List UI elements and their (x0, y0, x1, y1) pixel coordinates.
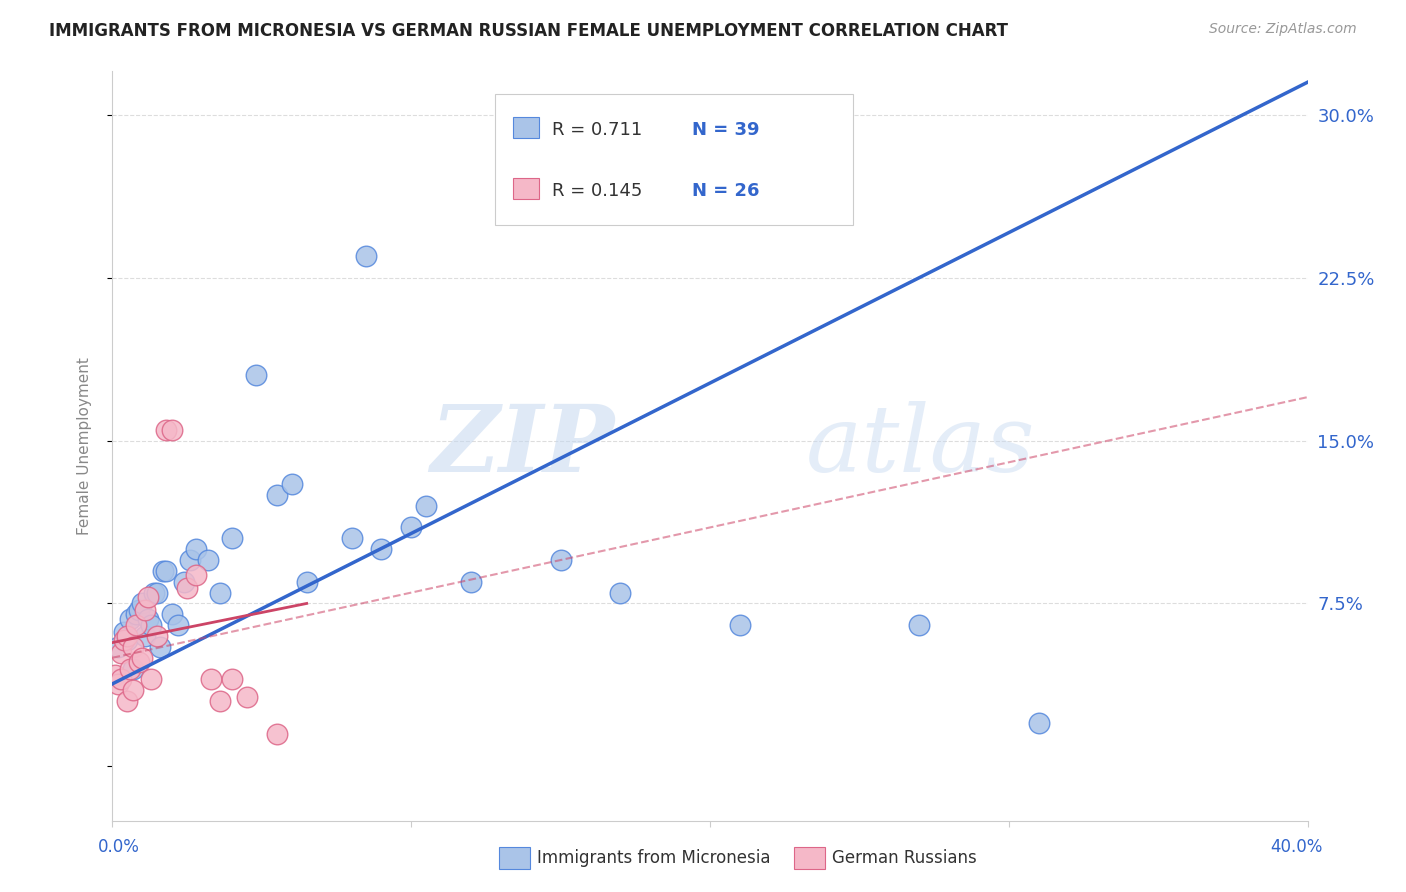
Point (401, 520, 423, 534)
Point (122, 640, 145, 654)
Text: N = 26: N = 26 (692, 182, 759, 200)
Text: 0.0%: 0.0% (97, 838, 139, 856)
Text: R = 0.711: R = 0.711 (553, 120, 643, 139)
Point (125, 618, 148, 632)
Text: N = 39: N = 39 (692, 120, 759, 139)
Point (138, 612, 160, 626)
FancyBboxPatch shape (495, 94, 853, 225)
Point (167, 618, 190, 632)
Point (266, 488, 288, 502)
Point (117, 633, 139, 648)
Point (120, 612, 142, 626)
Point (134, 603, 156, 617)
Point (179, 553, 201, 567)
Point (209, 585, 232, 599)
Point (141, 618, 163, 632)
Point (209, 694, 232, 708)
Point (221, 531, 243, 545)
Point (152, 564, 174, 578)
Y-axis label: Female Unemployment: Female Unemployment (77, 357, 91, 535)
Point (131, 650, 153, 665)
Point (200, 673, 222, 687)
FancyBboxPatch shape (513, 117, 538, 138)
Point (415, 499, 437, 513)
Point (131, 597, 153, 611)
Point (141, 673, 163, 687)
Point (236, 690, 259, 704)
Point (176, 581, 198, 595)
Point (107, 640, 129, 654)
Text: ZIP: ZIP (430, 401, 614, 491)
Text: Immigrants from Micronesia: Immigrants from Micronesia (537, 849, 770, 867)
Text: Source: ZipAtlas.com: Source: ZipAtlas.com (1209, 22, 1357, 37)
Text: German Russians: German Russians (832, 849, 977, 867)
Point (128, 603, 150, 617)
Text: R = 0.145: R = 0.145 (553, 182, 643, 200)
Text: IMMIGRANTS FROM MICRONESIA VS GERMAN RUSSIAN FEMALE UNEMPLOYMENT CORRELATION CHA: IMMIGRANTS FROM MICRONESIA VS GERMAN RUS… (49, 22, 1008, 40)
Point (146, 585, 169, 599)
Text: 40.0%: 40.0% (1270, 838, 1323, 856)
Point (110, 673, 132, 687)
Point (266, 727, 288, 741)
Text: atlas: atlas (806, 401, 1035, 491)
Point (114, 624, 135, 639)
Point (295, 574, 318, 589)
Point (134, 629, 156, 643)
Point (138, 590, 160, 604)
Point (162, 607, 183, 622)
Point (149, 640, 172, 654)
Point (117, 629, 139, 643)
Point (609, 585, 631, 599)
Point (221, 673, 243, 687)
Point (340, 531, 363, 545)
Point (122, 683, 145, 698)
Point (173, 574, 195, 589)
Point (114, 633, 135, 648)
Point (146, 629, 169, 643)
Point (107, 677, 129, 691)
Point (356, 249, 378, 263)
Point (120, 662, 142, 676)
Point (162, 423, 183, 437)
Point (128, 655, 150, 669)
Point (104, 668, 127, 682)
Point (155, 423, 177, 437)
Point (728, 618, 751, 632)
Point (186, 568, 208, 582)
Point (122, 662, 145, 676)
Point (117, 694, 139, 708)
Point (110, 647, 132, 661)
Point (281, 477, 304, 491)
Point (1028, 715, 1050, 730)
Point (370, 542, 392, 557)
Point (186, 542, 208, 557)
FancyBboxPatch shape (513, 178, 538, 200)
Point (460, 574, 482, 589)
Point (245, 368, 267, 383)
Point (197, 553, 219, 567)
Point (143, 585, 166, 599)
Point (125, 607, 148, 622)
Point (155, 564, 177, 578)
Point (908, 618, 931, 632)
Point (550, 553, 572, 567)
